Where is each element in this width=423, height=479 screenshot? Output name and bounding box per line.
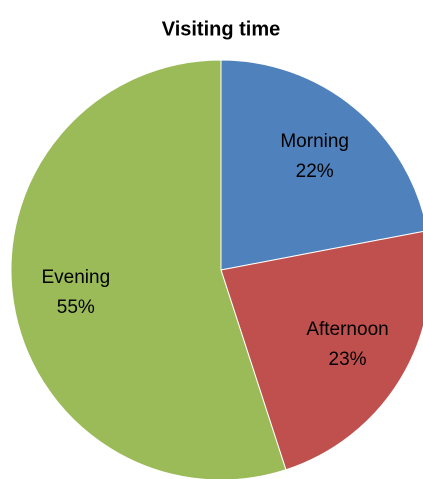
pie-slice bbox=[220, 230, 423, 471]
pie-slice bbox=[10, 59, 287, 479]
slice-category-label: Evening bbox=[41, 267, 110, 288]
slice-category-label: Morning bbox=[280, 131, 349, 152]
slice-value-label: 55% bbox=[57, 297, 95, 318]
chart-title: Visiting time bbox=[162, 18, 281, 40]
slice-category-label: Afternoon bbox=[306, 319, 388, 340]
slice-value-label: 23% bbox=[329, 349, 367, 370]
slice-value-label: 22% bbox=[296, 161, 334, 182]
pie-slice bbox=[220, 59, 423, 271]
